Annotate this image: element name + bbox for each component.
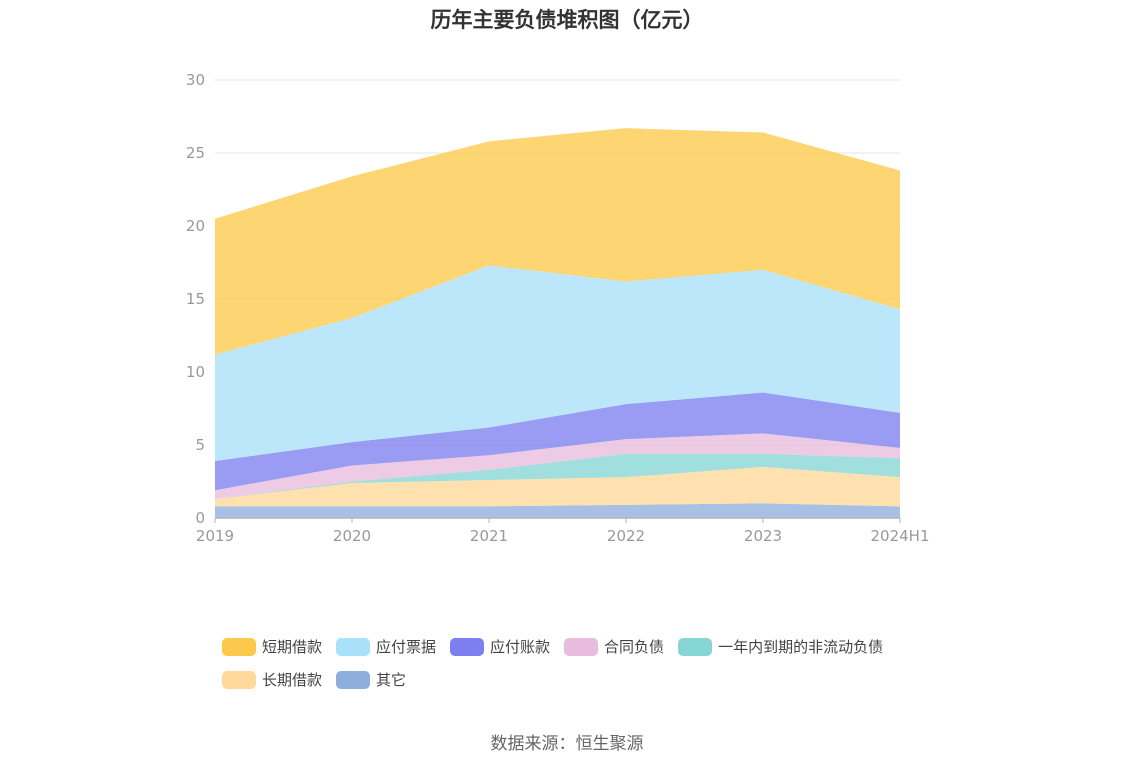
area-series-长期借款 <box>215 466 900 507</box>
x-tick-label: 2024H1 <box>871 527 930 545</box>
legend-swatch <box>564 637 599 656</box>
y-tick-label: 30 <box>186 71 205 89</box>
area-series-其它 <box>215 503 900 518</box>
legend-item[interactable]: 一年内到期的非流动负债 <box>678 636 883 657</box>
x-tick-label: 2020 <box>333 527 371 545</box>
legend-label: 应付票据 <box>376 638 437 656</box>
x-tick-label: 2022 <box>607 527 645 545</box>
legend-row: 短期借款 应付票据 应付账款 合同负债 一年内到期的非流动负债 <box>222 630 942 663</box>
y-tick-label: 10 <box>186 363 205 381</box>
legend-row: 长期借款 其它 <box>222 663 942 696</box>
legend-label: 短期借款 <box>262 638 323 656</box>
area-series-短期借款 <box>215 128 900 355</box>
y-tick-label: 0 <box>195 509 205 527</box>
chart-legend: 短期借款 应付票据 应付账款 合同负债 一年内到期的非流动负债长期借款 其它 <box>222 630 942 696</box>
legend-item[interactable]: 长期借款 <box>222 669 322 690</box>
legend-swatch <box>336 670 371 689</box>
area-series-一年内到期的非流动负债 <box>215 453 900 500</box>
y-tick-label: 25 <box>186 144 205 162</box>
x-tick-label: 2019 <box>196 527 234 545</box>
legend-item[interactable]: 其它 <box>336 669 406 690</box>
legend-swatch <box>450 637 485 656</box>
legend-label: 应付账款 <box>490 638 551 656</box>
area-series-应付账款 <box>215 392 900 491</box>
legend-item[interactable]: 应付账款 <box>450 636 550 657</box>
legend-item[interactable]: 应付票据 <box>336 636 436 657</box>
legend-swatch <box>222 670 256 689</box>
legend-label: 长期借款 <box>262 671 323 689</box>
chart-title: 历年主要负债堆积图（亿元） <box>430 8 704 32</box>
legend-label: 合同负债 <box>604 638 665 656</box>
y-tick-label: 5 <box>195 436 205 454</box>
stacked-area-chart: 0 5 10 15 20 25 30 2019 2020 2021 2022 2023 2024H1 <box>186 71 930 545</box>
y-tick-label: 20 <box>186 217 205 235</box>
y-tick-label: 15 <box>186 290 205 308</box>
data-source: 数据来源：恒生聚源 <box>490 734 644 754</box>
x-tick-label: 2021 <box>470 527 508 545</box>
legend-item[interactable]: 短期借款 <box>222 636 322 657</box>
legend-label: 一年内到期的非流动负债 <box>718 638 884 656</box>
legend-swatch <box>336 637 371 656</box>
legend-swatch <box>678 637 713 656</box>
area-series-应付票据 <box>215 265 900 462</box>
x-tick-label: 2023 <box>744 527 782 545</box>
legend-swatch <box>222 637 256 656</box>
legend-label: 其它 <box>376 671 407 689</box>
legend-item[interactable]: 合同负债 <box>564 636 664 657</box>
area-series-合同负债 <box>215 433 900 500</box>
